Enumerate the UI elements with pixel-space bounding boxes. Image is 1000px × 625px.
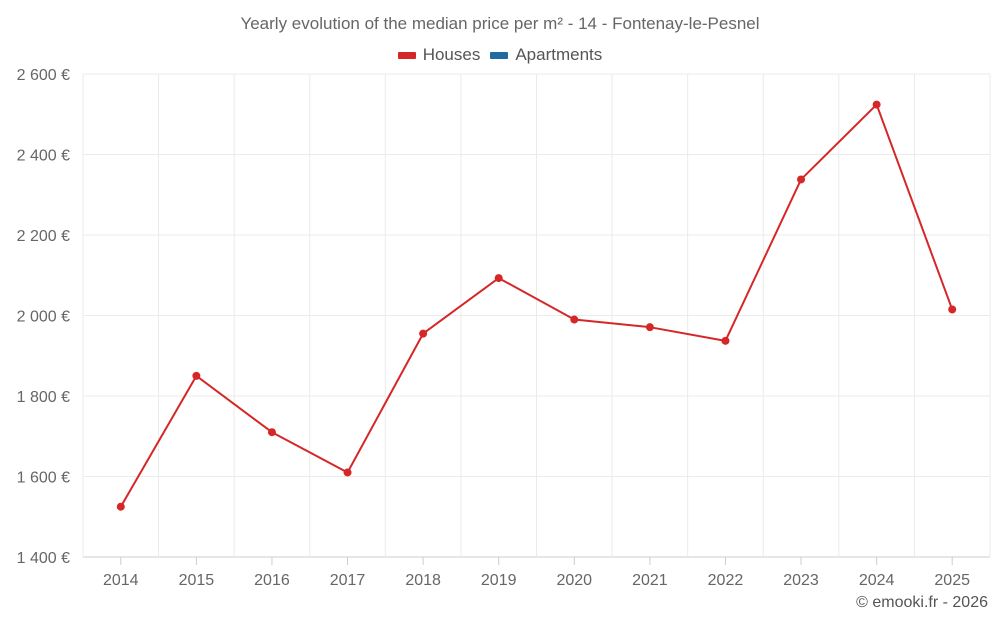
y-tick-label: 2 000 € [17,309,70,326]
y-tick-label: 1 800 € [17,389,70,406]
y-tick-label: 2 200 € [17,228,70,245]
data-point-houses [419,329,428,338]
chart-title: Yearly evolution of the median price per… [240,14,760,33]
x-tick-label: 2022 [708,572,744,589]
data-point-houses [721,336,730,345]
x-tick-label: 2016 [254,572,290,589]
legend: Houses Apartments [0,45,1000,65]
legend-swatch-houses [397,51,416,59]
x-tick-label: 2015 [179,572,215,589]
legend-label-houses: Houses [422,45,481,64]
data-point-houses [948,305,957,314]
credit-text: © emooki.fr - 2026 [856,594,988,611]
legend-item-houses[interactable]: Houses [397,45,481,65]
y-tick-label: 1 400 € [17,550,70,567]
data-point-houses [797,175,806,184]
x-tick-label: 2017 [330,572,366,589]
y-tick-label: 1 600 € [17,470,70,487]
x-tick-label: 2025 [934,572,970,589]
data-point-houses [494,274,503,283]
legend-swatch-apartments [490,51,509,59]
x-tick-label: 2014 [103,572,139,589]
data-point-houses [645,323,654,332]
data-point-houses [872,100,881,109]
x-tick-label: 2018 [405,572,441,589]
series-line-houses [119,103,954,508]
data-point-houses [192,371,201,380]
x-tick-label: 2021 [632,572,668,589]
legend-item-apartments[interactable]: Apartments [490,45,602,65]
data-point-houses [343,468,352,477]
y-tick-label: 2 600 € [17,67,70,84]
x-tick-label: 2023 [783,572,819,589]
data-point-houses [116,502,125,511]
legend-label-apartments: Apartments [515,45,603,64]
x-tick-label: 2019 [481,572,517,589]
data-point-houses [267,428,276,437]
x-tick-label: 2024 [859,572,895,589]
x-tick-label: 2020 [556,572,592,589]
data-point-houses [570,315,579,324]
y-tick-label: 2 400 € [17,148,70,165]
